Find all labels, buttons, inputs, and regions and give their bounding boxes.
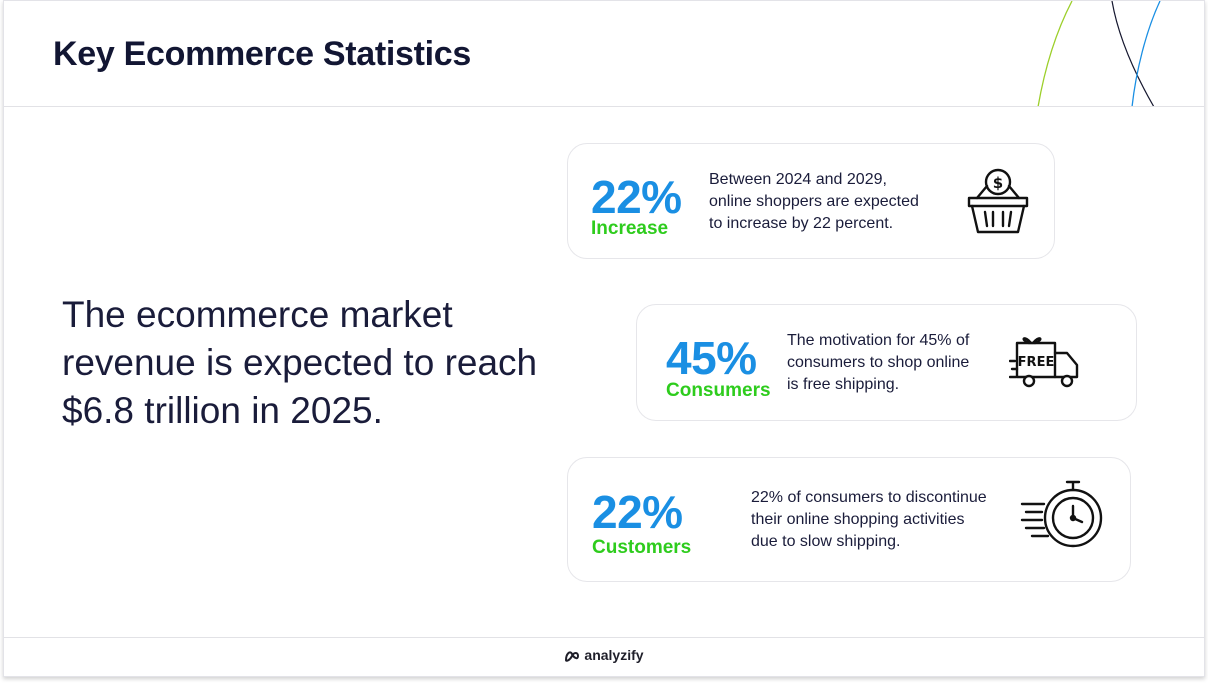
description-line: Between 2024 and 2029, <box>709 171 887 188</box>
shopping-basket-dollar-icon: $ <box>967 168 1029 234</box>
page-title: Key Ecommerce Statistics <box>53 35 472 73</box>
stat-label: Customers <box>592 537 692 558</box>
decorative-curves <box>1037 1 1161 107</box>
header-divider <box>4 106 1204 107</box>
free-delivery-truck-icon: FREE <box>1009 337 1079 388</box>
stat-description: The motivation for 45% of consumers to s… <box>787 330 969 396</box>
footer-divider <box>4 637 1204 638</box>
headline: The ecommerce market revenue is expected… <box>62 294 538 431</box>
stat-value: 22% <box>592 486 683 538</box>
fast-stopwatch-icon <box>1020 480 1103 548</box>
description-line: is free shipping. <box>787 376 900 393</box>
stat-card-customers: 22% Customers 22% of consumers to discon… <box>567 457 1131 582</box>
svg-text:$: $ <box>993 174 1003 192</box>
analyzify-logo-icon <box>565 651 580 662</box>
description-line: 22% of consumers to discontinue <box>751 489 987 506</box>
stat-card-increase: 22% Increase Between 2024 and 2029, onli… <box>567 143 1055 259</box>
stat-description: 22% of consumers to discontinue their on… <box>751 487 987 553</box>
description-line: The motivation for 45% of <box>787 332 970 349</box>
description-line: to increase by 22 percent. <box>709 215 894 232</box>
free-label: FREE <box>1018 355 1055 370</box>
description-line: online shoppers are expected <box>709 193 919 210</box>
stat-description: Between 2024 and 2029, online shoppers a… <box>709 169 919 235</box>
slide: Key Ecommerce Statistics The ecommerce m… <box>3 0 1205 677</box>
stat-value: 45% <box>666 332 757 384</box>
stat-value: 22% <box>591 171 682 223</box>
stat-card-consumers: 45% Consumers The motivation for 45% of … <box>636 304 1137 421</box>
stat-label: Increase <box>591 218 669 239</box>
description-line: consumers to shop online <box>787 354 970 371</box>
stat-label: Consumers <box>666 380 771 401</box>
description-line: their online shopping activities <box>751 511 965 528</box>
footer-brand: analyzify <box>4 647 1204 665</box>
brand-name: analyzify <box>584 647 644 663</box>
description-line: due to slow shipping. <box>751 533 901 550</box>
